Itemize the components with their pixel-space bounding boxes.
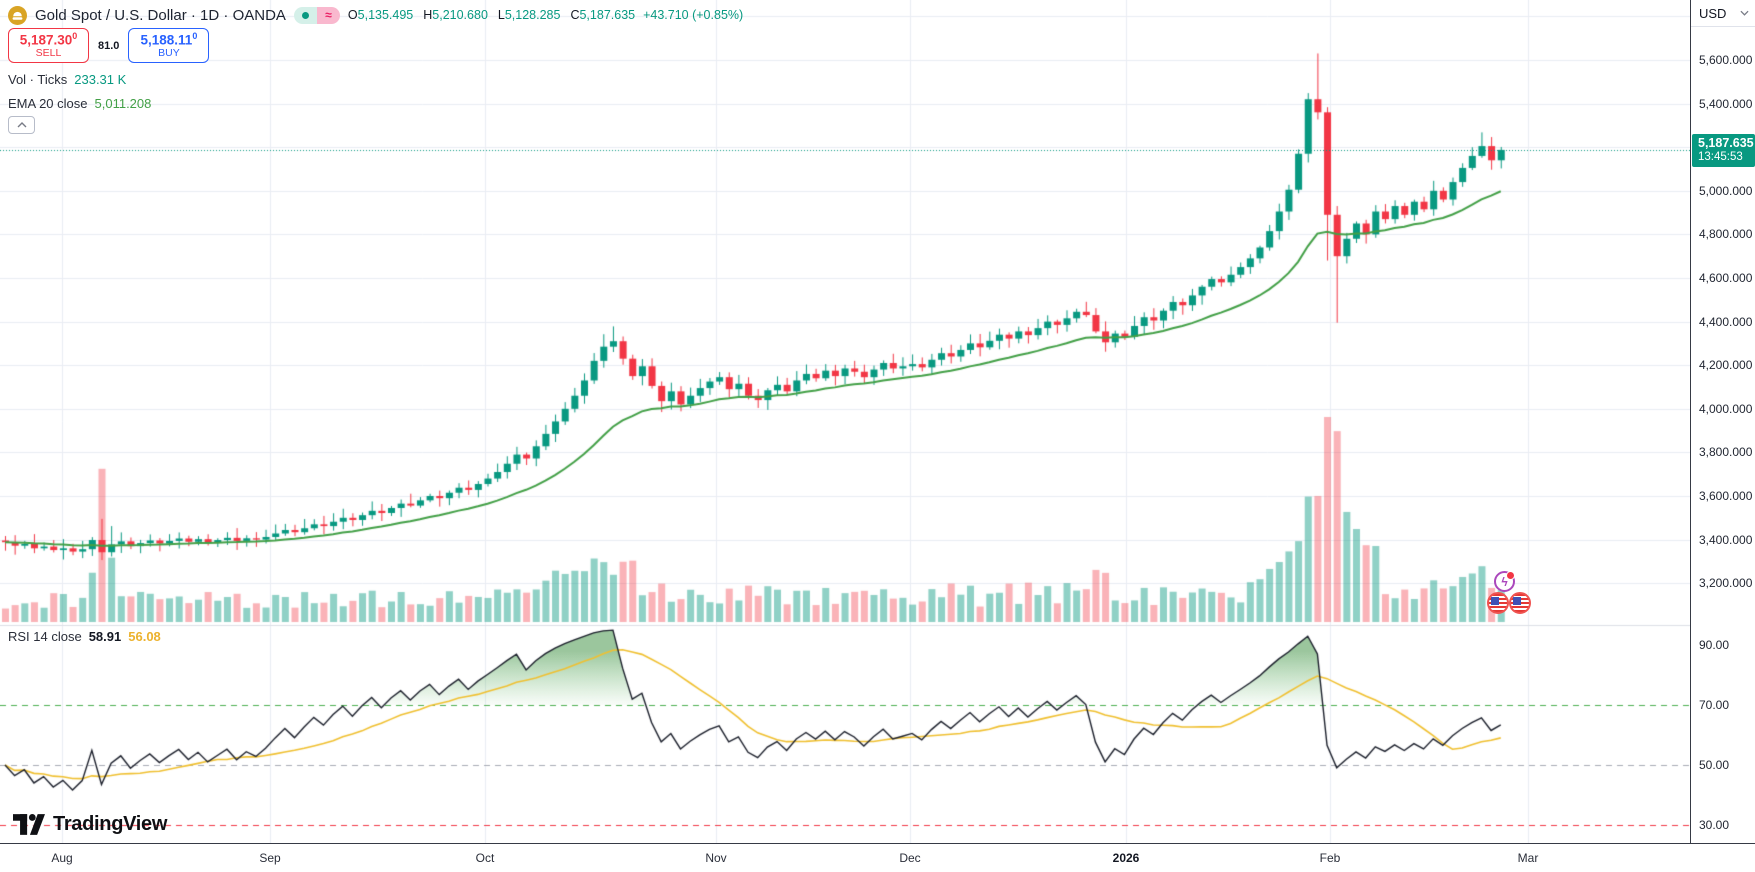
ema-value: 5,011.208 [94, 96, 152, 111]
volume-value: 233.31 K [74, 72, 127, 87]
price-tick-label: 4,600.000 [1699, 271, 1753, 285]
time-axis-label: 2026 [1112, 851, 1140, 865]
badge-price: 5,187.635 [1698, 136, 1754, 151]
buy-button[interactable]: 5,188.110 BUY [128, 28, 210, 63]
us-flag-event-icon[interactable] [1509, 592, 1531, 614]
price-tick-label: 5,000.000 [1699, 184, 1753, 198]
symbol-title[interactable]: Gold Spot / U.S. Dollar · 1D · OANDA [35, 6, 286, 24]
trade-panel: 5,187.300 SELL 81.0 5,188.110 BUY [8, 28, 210, 63]
ohlc-item: H5,210.680 [423, 8, 488, 22]
tradingview-logo-text: TradingView [53, 813, 168, 835]
ohlc-item: O5,135.495 [347, 8, 414, 22]
rsi-ma-value: 56.08 [128, 629, 161, 644]
buy-label: BUY [158, 46, 180, 59]
price-tick-label: 70.00 [1699, 698, 1730, 712]
ema-legend[interactable]: EMA 20 close 5,011.208 [8, 96, 152, 111]
time-axis-label: Mar [1517, 851, 1539, 865]
time-axis-label: Aug [51, 851, 73, 865]
price-tick-label: 90.00 [1699, 638, 1730, 652]
time-axis[interactable]: Aug Sep Oct Nov Dec 2026 Feb Mar [0, 843, 1755, 872]
tradingview-logo[interactable]: TradingView [13, 813, 167, 836]
price-tick-label: 30.00 [1699, 818, 1730, 832]
spread-value: 81.0 [98, 39, 120, 52]
price-tick-label: 3,200.000 [1699, 576, 1753, 590]
price-axis[interactable]: USD 5,187.635 13:45:53 ⚙ 5,600.0005,400.… [1690, 0, 1755, 872]
price-tick-label: 3,400.000 [1699, 533, 1753, 547]
ohlc-item: L5,128.285 [497, 8, 561, 22]
alert-dot [1506, 571, 1515, 580]
time-axis-label: Oct [475, 851, 495, 865]
chevron-down-icon [1740, 10, 1749, 16]
price-tick-label: 4,800.000 [1699, 227, 1753, 241]
price-tick-label: 4,000.000 [1699, 402, 1753, 416]
badge-countdown: 13:45:53 [1698, 151, 1743, 164]
price-tick-label: 3,800.000 [1699, 445, 1753, 459]
price-tick-label: 4,200.000 [1699, 358, 1753, 372]
collapse-legend-button[interactable] [8, 116, 35, 134]
data-status-pill[interactable]: ≈ [293, 6, 340, 24]
market-status-icon [293, 6, 317, 24]
time-axis-label: Feb [1319, 851, 1341, 865]
sell-label: SELL [35, 46, 62, 59]
time-axis-label: Nov [705, 851, 727, 865]
us-flag-event-icon[interactable] [1487, 592, 1509, 614]
ohlc-item: C5,187.635 [570, 8, 636, 22]
price-tick-label: 4,400.000 [1699, 315, 1753, 329]
tradingview-logo-mark [13, 814, 45, 835]
ohlc-values: O5,135.495 H5,210.680 L5,128.285 C5,187.635 [348, 8, 635, 22]
sell-button[interactable]: 5,187.300 SELL [8, 28, 89, 63]
time-axis-label: Sep [259, 851, 281, 865]
economic-event-icon[interactable]: ϟ [1494, 571, 1515, 592]
price-chart-canvas[interactable] [0, 0, 1690, 843]
price-tick-label: 5,400.000 [1699, 97, 1753, 111]
volume-legend[interactable]: Vol · Ticks 233.31 K [8, 72, 127, 87]
symbol-header: Gold Spot / U.S. Dollar · 1D · OANDA ≈ O… [8, 4, 743, 26]
price-change: +43.710 (+0.85%) [643, 8, 744, 22]
rsi-value: 58.91 [88, 629, 122, 644]
currency-label: USD [1699, 5, 1727, 21]
current-price-badge: 5,187.635 13:45:53 [1692, 134, 1755, 167]
price-tick-label: 50.00 [1699, 758, 1730, 772]
gold-coin-icon [8, 5, 27, 25]
price-tick-label: 3,600.000 [1699, 489, 1753, 503]
price-tick-label: 5,600.000 [1699, 53, 1753, 67]
currency-dropdown[interactable]: USD [1691, 0, 1755, 27]
delayed-data-icon: ≈ [316, 6, 340, 24]
rsi-legend[interactable]: RSI 14 close 58.91 56.08 [8, 629, 161, 644]
time-axis-label: Dec [899, 851, 921, 865]
